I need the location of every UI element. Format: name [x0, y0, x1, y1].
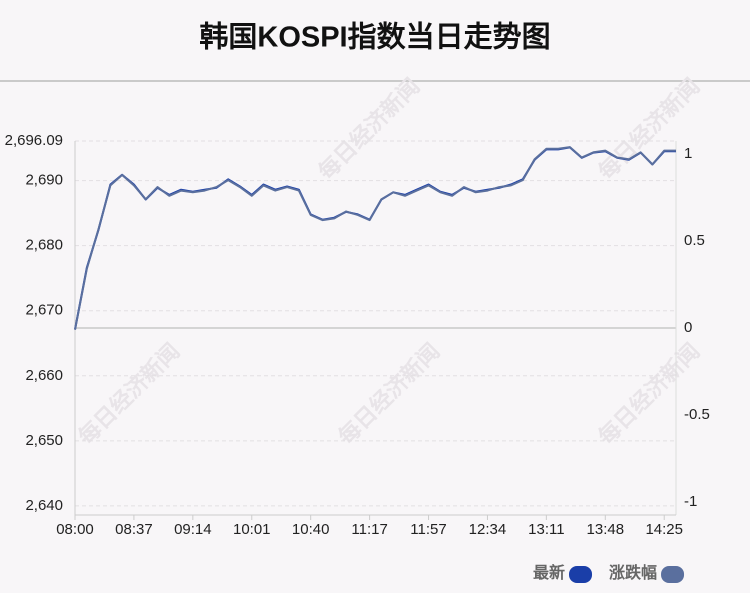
watermark: 每日经济新闻: [593, 338, 705, 450]
y-tick-label: 2,696.09: [5, 132, 63, 149]
y2-tick-label: 0: [684, 319, 692, 336]
legend-label: 涨跌幅: [609, 563, 657, 582]
x-tick-label: 08:37: [115, 521, 153, 538]
x-tick-label: 10:40: [292, 521, 330, 538]
y-tick-label: 2,690: [25, 172, 63, 189]
y2-tick-label: 1: [684, 145, 692, 162]
y-tick-label: 2,670: [25, 302, 63, 319]
y2-tick-label: 0.5: [684, 232, 705, 249]
y-tick-label: 2,640: [25, 497, 63, 514]
x-tick-label: 11:17: [351, 521, 387, 538]
watermark: 每日经济新闻: [73, 338, 185, 450]
legend-swatch: [569, 566, 593, 583]
x-tick-label: 11:57: [410, 521, 446, 538]
x-tick-label: 14:25: [645, 521, 683, 538]
x-tick-label: 13:48: [587, 521, 625, 538]
y2-tick-label: -1: [684, 493, 697, 510]
watermark: 每日经济新闻: [333, 338, 445, 450]
chart-title: 韩国KOSPI指数当日走势图: [199, 21, 550, 54]
series-line: [74, 146, 676, 330]
series-line: [74, 146, 676, 330]
watermark: 每日经济新闻: [593, 73, 705, 185]
legend-swatch: [661, 566, 685, 583]
x-tick-label: 10:01: [233, 521, 271, 538]
x-tick-label: 09:14: [174, 521, 212, 538]
watermark: 每日经济新闻: [313, 73, 425, 185]
y-tick-label: 2,660: [25, 367, 63, 384]
y2-tick-label: -0.5: [684, 406, 710, 423]
x-tick-label: 08:00: [56, 521, 94, 538]
y-tick-label: 2,680: [25, 237, 63, 254]
legend-label: 最新: [533, 563, 565, 582]
x-tick-label: 12:34: [469, 521, 507, 538]
x-tick-label: 13:11: [528, 521, 564, 538]
y-tick-label: 2,650: [25, 432, 63, 449]
